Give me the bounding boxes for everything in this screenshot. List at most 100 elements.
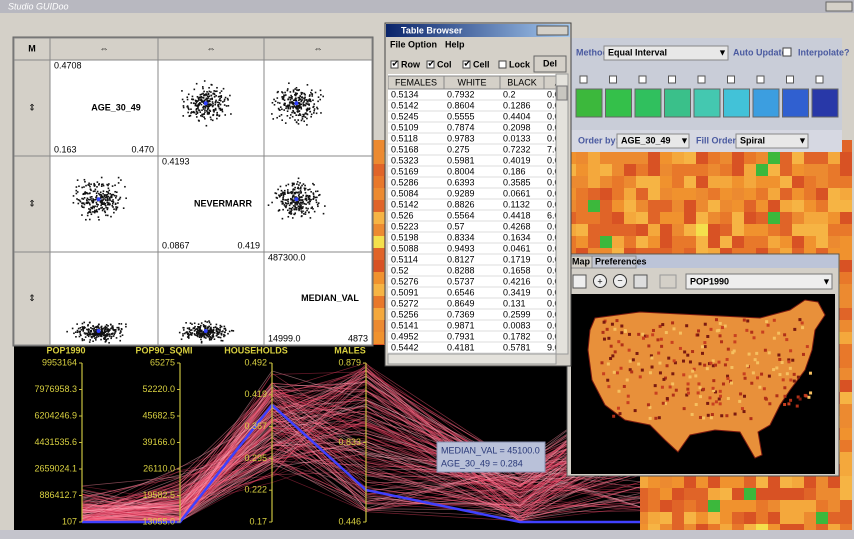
column-header-label[interactable]: BLACK [507, 77, 537, 87]
heat-cell [840, 332, 852, 344]
axis-min: 14999.0 [268, 333, 301, 343]
cell: 0.3585 [503, 177, 531, 187]
heat-cell [816, 188, 828, 200]
column-arrow[interactable]: ⇔ [207, 43, 216, 53]
column-header-label[interactable]: WHITE [458, 77, 487, 87]
heat-cell [612, 236, 624, 248]
swatch[interactable] [694, 89, 720, 117]
option-label[interactable]: Row [401, 59, 421, 69]
scatter-point [304, 185, 306, 187]
scatter-point [121, 328, 123, 330]
checkbox[interactable] [639, 76, 646, 83]
option-label[interactable]: Lock [509, 59, 531, 69]
tool-select[interactable] [573, 275, 586, 288]
menu-item[interactable]: Option [408, 39, 437, 49]
checkbox[interactable] [580, 76, 587, 83]
scatter-point [125, 323, 127, 325]
heat-cell [756, 152, 768, 164]
row-arrow[interactable]: ⇕ [28, 198, 36, 208]
scatter-point [85, 219, 87, 221]
swatch[interactable] [576, 89, 602, 117]
heat-cell [756, 176, 768, 188]
checkbox[interactable] [669, 76, 676, 83]
app-title: Studio GUIDoo [8, 1, 69, 11]
tool-pan[interactable] [634, 275, 647, 288]
county [607, 337, 610, 340]
heat-cell [372, 188, 384, 200]
heat-cell [744, 176, 756, 188]
interpolate[interactable]: Interpolate? [798, 47, 850, 57]
checkbox[interactable] [499, 61, 506, 68]
scatter-point [203, 324, 205, 326]
checkbox[interactable] [783, 48, 791, 56]
menu-item[interactable]: Help [445, 39, 465, 49]
horizontal-scrollbar[interactable] [388, 354, 556, 364]
county [768, 351, 771, 354]
checkbox[interactable] [816, 76, 823, 83]
heat-cell [600, 164, 612, 176]
tab-label[interactable]: Preferences [595, 256, 647, 266]
cell: 0.1132 [503, 199, 530, 209]
row-arrow[interactable]: ⇕ [28, 293, 36, 303]
county [607, 363, 610, 366]
row-arrow[interactable]: ⇕ [28, 102, 36, 112]
heat-cell [708, 500, 720, 512]
swatch[interactable] [783, 89, 809, 117]
scatter-point [298, 103, 300, 105]
county [660, 338, 663, 341]
checkbox[interactable] [610, 76, 617, 83]
county [722, 382, 725, 385]
tool-palette[interactable] [660, 275, 676, 288]
scatter-point [94, 337, 96, 339]
window-buttons[interactable] [826, 2, 852, 11]
vertical-scrollbar[interactable] [556, 74, 568, 354]
scatter-point [195, 109, 197, 111]
scatter-point [204, 95, 206, 97]
checkbox[interactable] [787, 76, 794, 83]
scatter-point [296, 183, 298, 185]
scatter-point [301, 93, 303, 95]
scatter-point [194, 333, 196, 335]
swatch[interactable] [606, 89, 632, 117]
heat-cell [732, 224, 744, 236]
scatter-point [196, 102, 198, 104]
heat-cell [816, 500, 828, 512]
button-label[interactable]: Del [543, 58, 557, 68]
table-window-buttons[interactable] [537, 26, 568, 35]
column-arrow[interactable]: ⇔ [100, 43, 109, 53]
scatter-point [219, 329, 221, 331]
menu-item[interactable]: File [390, 39, 406, 49]
county [704, 345, 707, 348]
scatter-point [100, 335, 102, 337]
tooltip-line: MEDIAN_VAL = 45100.0 [441, 445, 540, 455]
heat-cell [660, 224, 672, 236]
swatch[interactable] [724, 89, 750, 117]
scatter-point [292, 207, 294, 209]
scatter-point [306, 124, 308, 126]
scatter-point [78, 328, 80, 330]
checkbox[interactable] [757, 76, 764, 83]
scatter-point [199, 332, 201, 334]
swatch[interactable] [753, 89, 779, 117]
scatter-point [316, 201, 318, 203]
swatch[interactable] [665, 89, 691, 117]
tab-label[interactable]: Map [572, 256, 591, 266]
window-controls[interactable] [826, 2, 852, 11]
option-label[interactable]: Cell [473, 59, 490, 69]
heat-cell [840, 500, 852, 512]
swatch[interactable] [812, 89, 838, 117]
heat-cell [636, 200, 648, 212]
scroll-thumb[interactable] [557, 86, 567, 100]
county [689, 375, 692, 378]
option-label[interactable]: Col [437, 59, 452, 69]
column-header-label[interactable]: FEMALES [395, 77, 437, 87]
swatch[interactable] [635, 89, 661, 117]
checkbox[interactable] [698, 76, 705, 83]
heat-cell [840, 380, 852, 392]
column-arrow[interactable]: ⇔ [314, 43, 323, 53]
scatter-point [291, 98, 293, 100]
heat-cell [768, 236, 780, 248]
checkbox[interactable] [728, 76, 735, 83]
pcp-tick-label: 4431535.6 [34, 437, 77, 447]
heat-cell [684, 188, 696, 200]
